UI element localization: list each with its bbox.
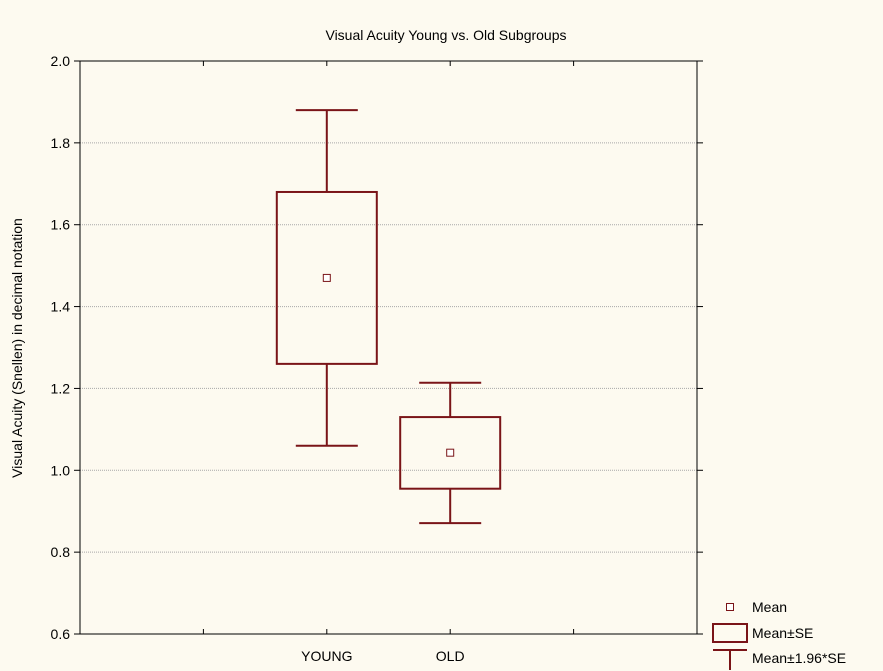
legend-entry: Mean±SE <box>712 623 813 643</box>
legend-entry: Mean <box>726 599 787 615</box>
mean-marker <box>446 448 455 457</box>
group-young <box>275 109 378 447</box>
se-box <box>275 190 378 365</box>
legend-mean-symbol <box>726 603 734 611</box>
legend-label: Mean±SE <box>752 625 813 641</box>
mean-marker <box>322 273 331 282</box>
plot-groups <box>275 109 502 525</box>
y-tick-label: 1.0 <box>51 462 71 478</box>
y-axis: 0.6 0.8 1.0 1.2 1.4 1.6 1.8 2.0 <box>51 53 703 642</box>
y-tick-label: 0.6 <box>51 626 71 642</box>
legend-label: Mean±1.96*SE <box>752 650 846 666</box>
chart-title: Visual Acuity Young vs. Old Subgroups <box>325 27 566 43</box>
y-tick-label: 1.2 <box>51 380 71 396</box>
legend-entry: Mean±1.96*SE <box>713 649 846 670</box>
se-box <box>399 416 502 490</box>
legend: Mean Mean±SE Mean±1.96*SE <box>712 599 846 670</box>
x-axis: YOUNG OLD <box>202 61 575 664</box>
legend-label: Mean <box>752 599 787 615</box>
y-tick-label: 1.6 <box>51 217 71 233</box>
y-tick-label: 2.0 <box>51 53 71 69</box>
group-old <box>399 381 502 525</box>
y-tick-label: 0.8 <box>51 544 71 560</box>
plot-frame <box>79 60 698 635</box>
y-axis-label: Visual Acuity (Snellen) in decimal notat… <box>9 218 25 478</box>
grid-lines <box>80 142 697 553</box>
x-tick-label: OLD <box>436 648 465 664</box>
y-tick-label: 1.4 <box>51 299 71 315</box>
y-tick-label: 1.8 <box>51 135 71 151</box>
legend-se-symbol <box>712 623 748 643</box>
x-tick-label: YOUNG <box>301 648 352 664</box>
